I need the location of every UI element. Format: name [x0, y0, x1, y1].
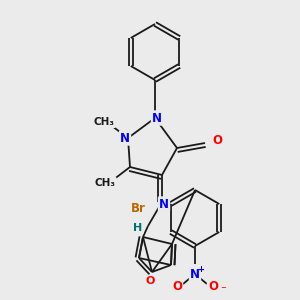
Text: ⁻: ⁻	[220, 285, 226, 295]
Text: CH₃: CH₃	[94, 178, 116, 188]
Text: N: N	[159, 197, 169, 211]
Text: N: N	[152, 112, 162, 124]
Text: O: O	[212, 134, 222, 148]
Text: +: +	[197, 265, 205, 274]
Text: Br: Br	[131, 202, 146, 215]
Text: O: O	[208, 280, 218, 292]
Text: H: H	[134, 223, 142, 233]
Text: O: O	[145, 276, 155, 286]
Text: O: O	[172, 280, 182, 292]
Text: N: N	[120, 131, 130, 145]
Text: N: N	[190, 268, 200, 281]
Text: CH₃: CH₃	[94, 117, 115, 127]
